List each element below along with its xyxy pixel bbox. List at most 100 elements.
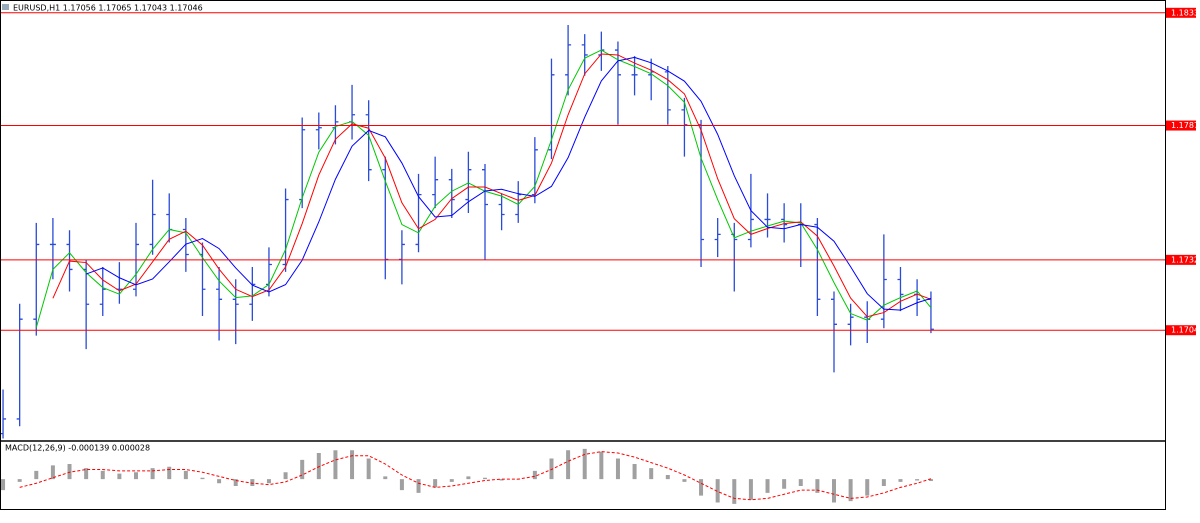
macd-histogram-bar (350, 450, 355, 480)
ohlc-bar (16, 303, 23, 427)
ohlc-bar (498, 193, 505, 231)
ohlc-bar (581, 34, 588, 76)
macd-histogram-bar (1, 479, 6, 491)
macd-histogram-bar (499, 479, 504, 481)
ohlc-bar (548, 58, 555, 160)
level-label-box (1166, 7, 1196, 18)
macd-histogram-bar (466, 476, 471, 480)
ohlc-bar (365, 100, 372, 182)
macd-histogram-bar (566, 450, 571, 480)
macd-histogram-bar (34, 470, 39, 480)
macd-histogram-bar (582, 448, 587, 480)
macd-histogram-bar (17, 479, 22, 482)
ohlc-bar (249, 266, 256, 321)
level-label-box (1166, 325, 1196, 336)
macd-histogram-bar (798, 479, 803, 486)
macd-histogram-bar (765, 479, 770, 493)
macd-histogram-bar (682, 479, 687, 482)
level-label-box (1166, 254, 1196, 265)
macd-histogram-bar (399, 479, 404, 491)
level-label: 1.17329 (1171, 255, 1200, 264)
ohlc-bar (714, 217, 721, 258)
macd-histogram-bar (416, 479, 421, 493)
moving-average-line (85, 56, 932, 311)
ohlc-bar (33, 222, 40, 336)
macd-histogram-bar (483, 477, 488, 480)
macd-histogram-bar (67, 464, 72, 480)
macd-histogram-bar (715, 479, 720, 503)
macd-histogram-bar (549, 458, 554, 480)
ohlc-bar (482, 164, 489, 260)
frame (0, 0, 1166, 510)
ohlc-bar (232, 279, 239, 345)
macd-histogram-bar (200, 477, 205, 480)
marks (0, 12, 1165, 504)
macd-histogram-bar (649, 468, 654, 480)
axes: 1.18337 1.17877 1.17329 1.17042 (1166, 7, 1200, 336)
macd-histogram-bar (100, 470, 105, 480)
macd-histogram-bar (150, 468, 155, 480)
chart-title: EURUSD,H1 1.17056 1.17065 1.17043 1.1704… (13, 4, 203, 13)
ohlc-bar (432, 156, 439, 209)
macd-histogram-bar (599, 451, 604, 480)
macd-histogram-bar (881, 479, 886, 486)
macd-histogram-bar (366, 458, 371, 480)
macd-histogram-bar (50, 465, 55, 480)
macd-histogram-bar (333, 450, 338, 480)
ohlc-bar (764, 193, 771, 238)
macd-histogram-bar (433, 479, 438, 488)
ohlc-bar (814, 217, 821, 316)
macd-histogram-bar (217, 479, 222, 484)
ohlc-bar (448, 168, 455, 218)
macd-histogram-bar (665, 475, 670, 480)
ohlc-bar (415, 173, 422, 253)
level-label: 1.18337 (1171, 8, 1200, 17)
indicator-title: MACD(12,26,9) -0.000139 0.000028 (5, 444, 150, 453)
ohlc-bar (781, 203, 788, 243)
macd-histogram-bar (732, 479, 737, 504)
ohlc-bar (282, 188, 289, 272)
macd-histogram-bar (915, 479, 920, 481)
ohlc-bar (681, 97, 688, 157)
macd-histogram-bar (84, 468, 89, 480)
ohlc-bar (531, 137, 538, 204)
macd-histogram-bar (632, 464, 637, 480)
level-label: 1.17877 (1171, 121, 1200, 130)
macd-histogram-bar (848, 479, 853, 502)
macd-histogram-bar (449, 479, 454, 482)
macd-histogram-bar (898, 479, 903, 482)
ohlc-bar (149, 179, 156, 255)
ohlc-bar (831, 291, 838, 373)
macd-histogram-bar (233, 479, 238, 486)
ohlc-bar (565, 25, 572, 96)
macd-histogram-bar (300, 459, 305, 480)
macd-histogram-bar (183, 470, 188, 480)
ohlc-bar (99, 266, 106, 316)
level-label-box (1166, 120, 1196, 131)
macd-histogram-bar (832, 479, 837, 503)
macd-histogram-bar (117, 473, 122, 480)
macd-histogram-bar (782, 479, 787, 489)
ohlc-bar (216, 266, 223, 341)
ohlc-bar (664, 65, 671, 125)
ohlc-bar (897, 266, 904, 312)
macd-histogram-bar (283, 472, 288, 480)
macd-histogram-bar (532, 470, 537, 480)
ohlc-bar (315, 112, 322, 150)
macd-histogram-bar (748, 479, 753, 500)
macd-histogram-bar (133, 472, 138, 480)
symbol-icon (2, 4, 9, 10)
ohlc-bar (182, 217, 189, 272)
level-label: 1.17042 (1171, 326, 1200, 335)
ohlc-bar (847, 303, 854, 346)
macd-histogram-bar (865, 479, 870, 496)
macd-histogram-bar (699, 479, 704, 496)
macd-histogram-bar (615, 458, 620, 480)
macd-histogram-bar (815, 479, 820, 493)
macd-histogram-bar (167, 466, 172, 480)
macd-histogram-bar (316, 453, 321, 480)
macd-histogram-bar (266, 479, 271, 484)
macd-histogram-bar (928, 479, 933, 482)
